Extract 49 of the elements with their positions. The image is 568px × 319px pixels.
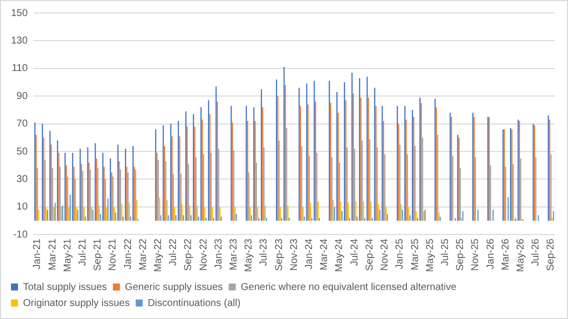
x-tick-label: Mar-25 xyxy=(410,238,421,270)
x-tick-label: Jul-22 xyxy=(168,238,180,266)
x-tick-label: Jul-23 xyxy=(258,238,270,266)
x-tick-label: May-25 xyxy=(424,238,436,272)
x-tick-label: Jan-24 xyxy=(304,238,316,270)
x-tick-label: May-26 xyxy=(515,238,526,272)
legend-label: Generic supply issues xyxy=(124,282,223,293)
x-tick-label: Sep-21 xyxy=(92,238,104,271)
x-tick-label: Sep-26 xyxy=(546,238,557,271)
x-tick-label: Mar-23 xyxy=(228,238,240,270)
x-tick-label: Jan-21 xyxy=(32,238,44,270)
x-tick-label: Nov-23 xyxy=(288,238,300,271)
x-tick-label: Jan-22 xyxy=(122,238,134,270)
y-tick-label: 110 xyxy=(12,63,28,74)
y-tick-label: 150 xyxy=(10,8,28,19)
x-tick-label: Mar-26 xyxy=(500,238,512,270)
x-tick-label: May-22 xyxy=(153,238,164,272)
x-tick-label: Nov-22 xyxy=(198,238,210,271)
x-tick-label: Jul-25 xyxy=(440,238,451,266)
x-tick-label: May-24 xyxy=(334,238,346,272)
x-tick-label: Mar-24 xyxy=(319,238,330,270)
x-tick-label: Jan-26 xyxy=(485,238,496,270)
y-tick-label: 30 xyxy=(16,174,28,185)
x-tick-label: Sep-25 xyxy=(455,238,466,271)
y-tick-label: 130 xyxy=(10,35,28,46)
x-tick-label: May-21 xyxy=(62,238,74,272)
legend-label: Generic where no equivalent licensed alternative xyxy=(240,282,457,293)
y-tick-label: 50 xyxy=(16,146,28,158)
legend-label: Discontinuations (all) xyxy=(148,298,241,309)
y-tick-label: 90 xyxy=(16,90,28,102)
y-tick-label: 70 xyxy=(16,118,28,130)
x-tick-label: Jan-25 xyxy=(394,238,406,270)
x-tick-label: Mar-22 xyxy=(138,238,149,270)
y-tick-label: 10 xyxy=(16,202,28,213)
x-tick-label: Nov-21 xyxy=(108,238,119,271)
x-tick-label: Jul-26 xyxy=(530,238,542,266)
x-tick-label: Nov-24 xyxy=(380,238,391,271)
legend-label: Total supply issues xyxy=(23,282,107,293)
x-tick-label: Nov-25 xyxy=(470,238,482,271)
x-tick-label: Sep-24 xyxy=(364,238,376,271)
y-tick-label: -10 xyxy=(13,229,28,240)
x-tick-label: Jan-23 xyxy=(213,238,224,270)
x-tick-label: Jul-24 xyxy=(349,238,360,266)
x-tick-label: Sep-23 xyxy=(274,238,285,271)
legend-label: Originator supply issues xyxy=(23,298,130,309)
x-tick-label: May-23 xyxy=(244,238,255,272)
x-tick-label: Mar-21 xyxy=(47,238,58,270)
x-tick-label: Sep-22 xyxy=(183,238,194,271)
x-tick-label: Jul-21 xyxy=(78,238,89,266)
